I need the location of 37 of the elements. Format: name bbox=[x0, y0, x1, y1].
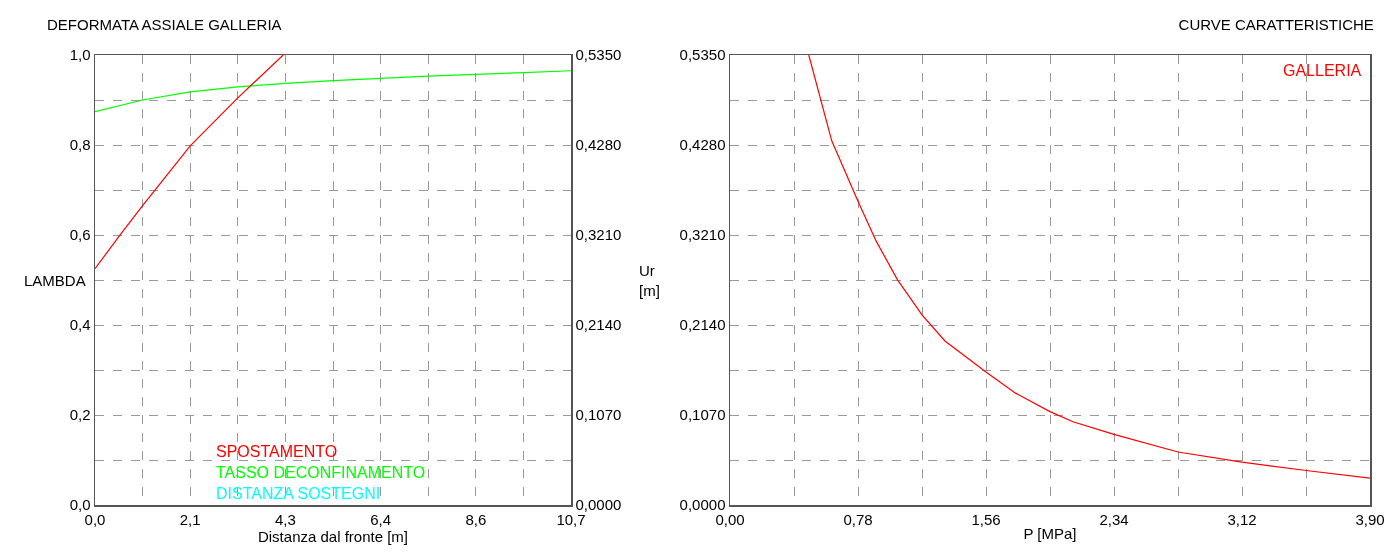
line-series bbox=[808, 55, 1370, 479]
x-tick-label: 3,12 bbox=[1227, 510, 1257, 528]
y-tick-label: 0,4280 bbox=[679, 136, 726, 154]
x-tick-label: 2,1 bbox=[179, 510, 201, 528]
y-tick-label: 1,0 bbox=[69, 46, 91, 64]
y-tick-label: 0,2 bbox=[69, 406, 91, 424]
text: GALLERIA bbox=[1283, 62, 1362, 79]
y2-tick-label: 0,1070 bbox=[575, 406, 622, 424]
text: SPOSTAMENTO bbox=[216, 443, 338, 460]
y2-tick-label: 0,5350 bbox=[575, 46, 622, 64]
y-tick-label: 0,2140 bbox=[679, 316, 726, 334]
y-tick-label: 0,4 bbox=[69, 316, 91, 334]
line-series bbox=[95, 70, 571, 113]
y-tick-label: 0,3210 bbox=[679, 226, 726, 244]
x-tick-label: 3,90 bbox=[1355, 510, 1385, 528]
y2-tick-label: 0,3210 bbox=[575, 226, 622, 244]
chart-title: CURVE CARATTERISTICHE bbox=[1178, 16, 1374, 34]
y-tick-label: 0,1070 bbox=[679, 406, 726, 424]
x-tick-label: 0,78 bbox=[843, 510, 873, 528]
line-series bbox=[95, 55, 284, 270]
y2-tick-label: 0,4280 bbox=[575, 136, 622, 154]
chart-title: DEFORMATA ASSIALE GALLERIA bbox=[47, 16, 282, 34]
text: TASSO DECONFINAMENTO bbox=[216, 464, 426, 481]
x-axis-title: P [MPa] bbox=[1023, 525, 1077, 543]
legend-label: DISTANZA SOSTEGNI bbox=[216, 485, 381, 502]
x-tick-label: 6,4 bbox=[370, 510, 392, 528]
y2-axis-title: Ur [m] bbox=[639, 262, 660, 299]
x-tick-label: 4,3 bbox=[274, 510, 296, 528]
y-axis-title: LAMBDA bbox=[24, 272, 86, 289]
x-tick-label: 1,56 bbox=[971, 510, 1001, 528]
x-axis-title: Distanza dal fronte [m] bbox=[257, 527, 409, 545]
y-tick-label: 0,8 bbox=[69, 136, 91, 154]
y-tick-label: 0,5350 bbox=[679, 46, 726, 64]
y-tick-label: 0,6 bbox=[69, 226, 91, 244]
x-tick-label: 2,34 bbox=[1099, 510, 1129, 528]
x-tick-label: 8,6 bbox=[465, 510, 487, 528]
y2-tick-label: 0,2140 bbox=[575, 316, 622, 334]
